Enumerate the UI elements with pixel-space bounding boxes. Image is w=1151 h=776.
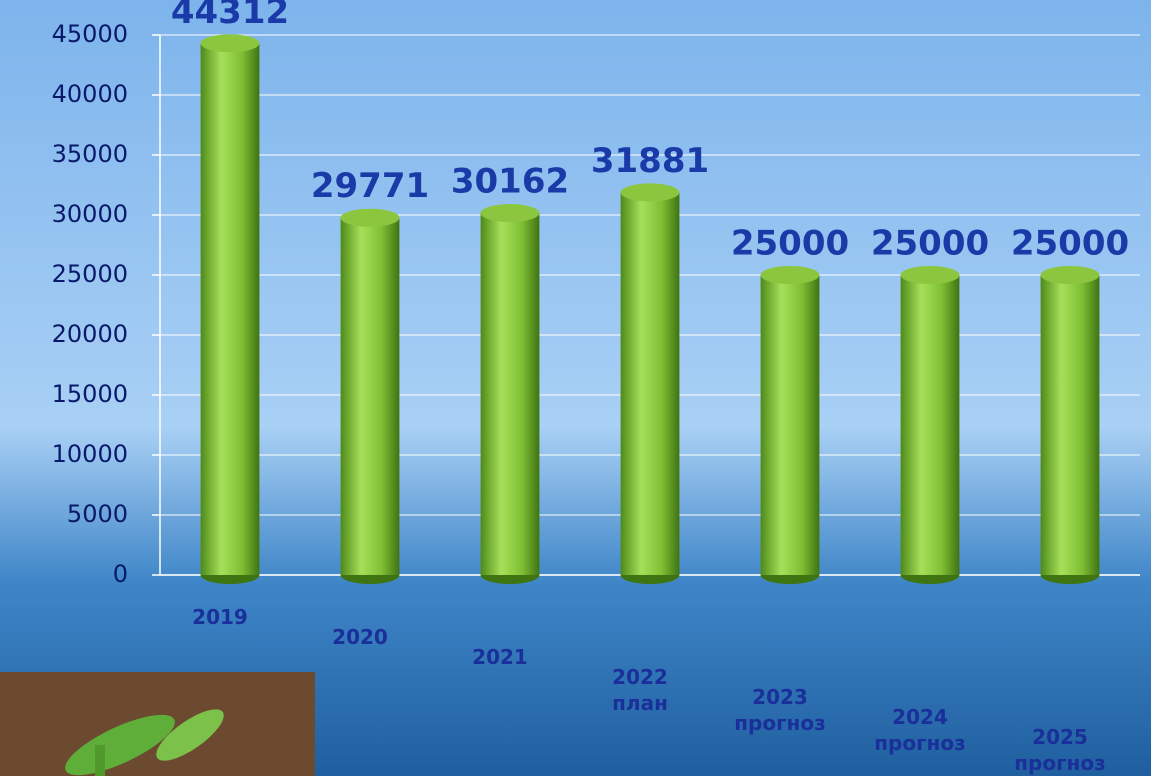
x-tick-label: 2025 прогноз xyxy=(1014,725,1106,775)
x-tick-label-line: 2022 xyxy=(612,665,668,689)
y-tick-label: 0 xyxy=(113,560,128,588)
y-tick-label: 25000 xyxy=(52,260,128,288)
x-tick-label-line: прогноз xyxy=(734,711,826,735)
x-tick-label: 2020 xyxy=(332,625,388,649)
bar-top xyxy=(480,204,540,223)
y-tick-label: 10000 xyxy=(52,440,128,468)
x-tick-label-line: 2021 xyxy=(472,645,528,669)
value-label: 44312 xyxy=(171,0,289,32)
x-tick-label: 2024 прогноз xyxy=(874,705,966,755)
x-tick-label: 2019 xyxy=(192,605,248,629)
bar xyxy=(620,192,680,576)
x-tick-label: 2022 план xyxy=(612,665,668,715)
x-tick-label-line: 2020 xyxy=(332,625,388,649)
bar xyxy=(200,43,260,576)
bar xyxy=(340,217,400,576)
bar-top xyxy=(900,266,960,284)
bar xyxy=(480,213,540,575)
bar xyxy=(900,275,960,575)
y-tick-label: 20000 xyxy=(52,320,128,348)
bar-top xyxy=(620,183,680,202)
y-tick-label: 45000 xyxy=(52,20,128,48)
y-tick-label: 30000 xyxy=(52,200,128,228)
value-label: 25000 xyxy=(731,224,849,264)
value-label: 25000 xyxy=(871,224,989,264)
x-tick-label-line: 2025 xyxy=(1032,725,1088,749)
bar-top xyxy=(760,266,820,284)
x-tick-label-line: план xyxy=(612,691,668,715)
plant-photo xyxy=(0,672,315,776)
x-tick-label-line: 2023 xyxy=(752,685,808,709)
bar xyxy=(760,275,820,575)
y-tick-label: 5000 xyxy=(67,500,128,528)
x-tick-label-line: прогноз xyxy=(874,731,966,755)
bar-top xyxy=(200,34,260,53)
value-label: 31881 xyxy=(591,141,709,181)
value-label: 29771 xyxy=(311,166,429,206)
x-tick-label-line: 2019 xyxy=(192,605,248,629)
bar-top xyxy=(1040,266,1100,284)
x-tick-label: 2021 xyxy=(472,645,528,669)
value-label: 25000 xyxy=(1011,224,1129,264)
bar xyxy=(1040,275,1100,575)
x-tick-label-line: прогноз xyxy=(1014,751,1106,775)
y-tick-label: 15000 xyxy=(52,380,128,408)
y-tick-label: 35000 xyxy=(52,140,128,168)
bar-top xyxy=(340,208,400,227)
y-tick-label: 40000 xyxy=(52,80,128,108)
value-label: 30162 xyxy=(451,162,569,202)
x-tick-label: 2023 прогноз xyxy=(734,685,826,735)
x-tick-label-line: 2024 xyxy=(892,705,948,729)
